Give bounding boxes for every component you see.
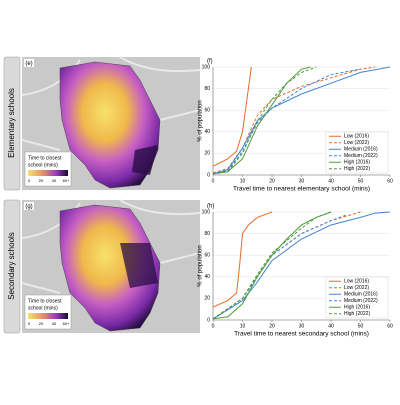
series-line xyxy=(212,211,273,308)
legend-label: High (2016) xyxy=(344,160,370,166)
series-line xyxy=(212,211,332,320)
legend-tick: 60+ xyxy=(63,178,70,183)
x-tick-label: 50 xyxy=(358,178,364,184)
y-tick-label: 40 xyxy=(204,129,210,135)
legend-title: Time to closest xyxy=(28,298,62,304)
legend-label: Low (2022) xyxy=(344,285,369,291)
legend-box xyxy=(325,131,389,174)
y-tick-label: 100 xyxy=(202,209,211,215)
series-line xyxy=(212,66,252,167)
map: (e) Time to closest school (mins) 0 20 4… xyxy=(21,56,201,190)
legend-tick: 60+ xyxy=(63,321,70,326)
x-tick-label: 30 xyxy=(299,178,305,184)
row-label-box xyxy=(3,199,21,334)
y-axis-label: % of population xyxy=(198,245,204,286)
x-tick-label: 30 xyxy=(299,323,305,329)
legend-tick: 20 xyxy=(39,321,44,326)
x-tick-label: 0 xyxy=(212,323,215,329)
legend-label: High (2022) xyxy=(344,311,370,317)
y-tick-label: 60 xyxy=(204,253,210,259)
x-tick-label: 20 xyxy=(269,178,275,184)
map: (g) Time to closest school (mins) 0 20 4… xyxy=(21,199,201,333)
heat-patch xyxy=(132,145,158,175)
legend-label: Medium (2016) xyxy=(344,147,378,153)
x-axis-label: Travel time to nearest secondary school … xyxy=(234,331,369,338)
x-tick-label: 60 xyxy=(387,323,393,329)
heat-region xyxy=(59,204,161,332)
road xyxy=(21,199,201,294)
map-legend xyxy=(24,151,72,187)
legend-label: Low (2016) xyxy=(344,279,369,285)
y-tick-label: 20 xyxy=(204,151,210,157)
panel-label: (f) xyxy=(207,59,213,65)
series-line xyxy=(212,66,376,174)
legend-colorbar xyxy=(28,313,68,319)
legend-label: Low (2022) xyxy=(344,140,369,146)
y-tick-label: 0 xyxy=(207,317,210,323)
x-axis-label: Travel time to nearest elementary school… xyxy=(233,186,370,193)
legend-title: school (mins) xyxy=(28,162,58,168)
panel-label-box xyxy=(24,59,34,67)
row-label: Elementary schools xyxy=(7,88,16,158)
map-legend xyxy=(24,294,72,330)
legend-label: Medium (2022) xyxy=(344,153,378,159)
y-tick-label: 100 xyxy=(202,64,211,70)
x-tick-label: 40 xyxy=(328,323,334,329)
legend-label: Low (2016) xyxy=(344,134,369,140)
y-tick-label: 20 xyxy=(204,296,210,302)
panel-label: (e) xyxy=(25,61,32,67)
series-line xyxy=(212,66,311,175)
x-tick-label: 40 xyxy=(328,178,334,184)
legend-label: Medium (2016) xyxy=(344,292,378,298)
legend-box xyxy=(325,276,389,319)
x-tick-label: 50 xyxy=(358,323,364,329)
legend-label: High (2016) xyxy=(344,305,370,311)
x-tick-label: 0 xyxy=(212,178,215,184)
legend-tick: 40 xyxy=(52,321,57,326)
x-tick-label: 60 xyxy=(387,178,393,184)
legend-tick: 40 xyxy=(52,178,57,183)
x-tick-label: 10 xyxy=(240,178,246,184)
legend-tick: 0 xyxy=(28,321,31,326)
heat-patch xyxy=(120,243,158,288)
row-label: Secondary schools xyxy=(7,232,16,300)
y-axis-label: % of population xyxy=(198,100,204,141)
y-tick-label: 0 xyxy=(207,172,210,178)
panel-label: (g) xyxy=(25,204,32,210)
legend-tick: 0 xyxy=(28,178,31,183)
series-line xyxy=(212,211,332,320)
series-line xyxy=(212,66,317,175)
panel-label-box xyxy=(24,202,34,210)
y-tick-label: 80 xyxy=(204,231,210,237)
x-tick-label: 20 xyxy=(269,323,275,329)
y-tick-label: 40 xyxy=(204,274,210,280)
legend-label: High (2022) xyxy=(344,166,370,172)
y-tick-label: 80 xyxy=(204,86,210,92)
road xyxy=(21,56,201,151)
panel-label: (h) xyxy=(207,204,214,210)
legend-title: Time to closest xyxy=(28,155,62,161)
legend-tick: 20 xyxy=(39,178,44,183)
legend-label: Medium (2022) xyxy=(344,298,378,304)
y-tick-label: 60 xyxy=(204,108,210,114)
x-tick-label: 10 xyxy=(240,323,246,329)
legend-colorbar xyxy=(28,170,68,176)
row-label-box xyxy=(3,56,21,191)
legend-title: school (mins) xyxy=(28,305,58,311)
